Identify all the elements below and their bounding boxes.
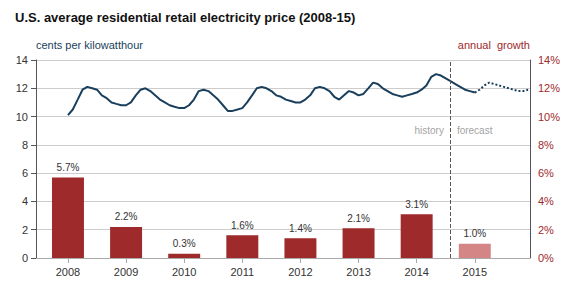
svg-text:1.0%: 1.0%	[463, 228, 486, 239]
svg-text:2014: 2014	[404, 266, 428, 278]
svg-text:2010: 2010	[172, 266, 196, 278]
svg-text:2013: 2013	[346, 266, 370, 278]
svg-text:2011: 2011	[230, 266, 254, 278]
svg-text:2009: 2009	[114, 266, 138, 278]
svg-text:2008: 2008	[56, 266, 80, 278]
svg-text:6%: 6%	[538, 167, 554, 179]
svg-text:12: 12	[16, 82, 28, 94]
svg-text:1.4%: 1.4%	[289, 223, 312, 234]
svg-text:1.6%: 1.6%	[231, 220, 254, 231]
svg-text:2012: 2012	[288, 266, 312, 278]
svg-text:10: 10	[16, 111, 28, 123]
svg-text:14: 14	[16, 54, 28, 66]
svg-text:0: 0	[22, 252, 28, 264]
svg-text:8: 8	[22, 139, 28, 151]
svg-text:14%: 14%	[538, 54, 560, 66]
svg-text:4%: 4%	[538, 195, 554, 207]
svg-text:12%: 12%	[538, 82, 560, 94]
svg-text:3.1%: 3.1%	[405, 199, 428, 210]
svg-text:forecast: forecast	[457, 125, 493, 136]
svg-text:10%: 10%	[538, 111, 560, 123]
svg-text:4: 4	[22, 195, 28, 207]
svg-text:2%: 2%	[538, 224, 554, 236]
svg-text:history: history	[414, 125, 443, 136]
svg-text:2.2%: 2.2%	[115, 211, 138, 222]
svg-text:5.7%: 5.7%	[57, 162, 80, 173]
svg-text:U.S. average residential retai: U.S. average residential retail electric…	[15, 10, 355, 25]
svg-text:6: 6	[22, 167, 28, 179]
svg-text:0.3%: 0.3%	[173, 238, 196, 249]
svg-text:0%: 0%	[538, 252, 554, 264]
svg-text:2015: 2015	[463, 266, 487, 278]
svg-text:8%: 8%	[538, 139, 554, 151]
svg-text:2.1%: 2.1%	[347, 213, 370, 224]
svg-text:2: 2	[22, 224, 28, 236]
svg-text:annual growth: annual growth	[458, 39, 530, 51]
svg-text:cents per kilowatthour: cents per kilowatthour	[36, 39, 143, 51]
